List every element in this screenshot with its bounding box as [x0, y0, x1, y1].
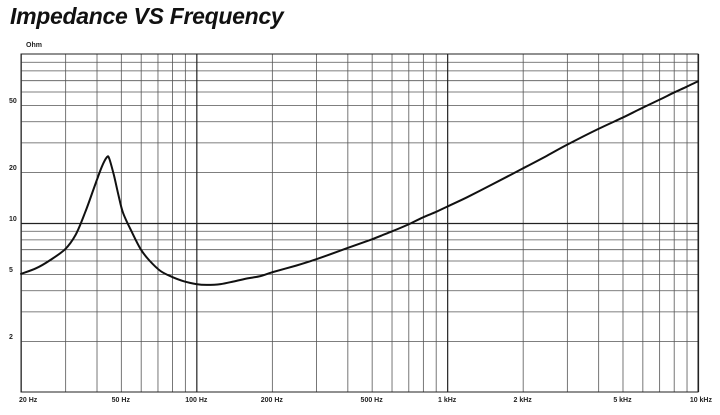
x-tick-labels: 20 Hz 50 Hz 100 Hz 200 Hz 500 Hz 1 kHz 2 kHz 5 … — [19, 397, 712, 404]
y-tick-label: 10 — [9, 216, 17, 223]
chart-title: Impedance VS Frequency — [10, 3, 284, 29]
x-tick-label: 20 Hz — [19, 397, 38, 404]
x-tick-label: 10 kHz — [690, 397, 713, 404]
y-tick-label: 20 — [9, 165, 17, 172]
y-axis-unit-label: Ohm — [26, 42, 42, 49]
y-tick-label: 50 — [9, 98, 17, 105]
x-tick-label: 1 kHz — [438, 397, 457, 404]
x-tick-label: 2 kHz — [514, 397, 533, 404]
plot-frame — [20, 53, 699, 393]
impedance-curve — [20, 80, 699, 286]
y-tick-label: 2 — [9, 334, 13, 341]
x-tick-label: 500 Hz — [361, 397, 384, 404]
x-tick-label: 200 Hz — [261, 397, 284, 404]
x-tick-label: 5 kHz — [613, 397, 632, 404]
x-tick-label: 100 Hz — [185, 397, 208, 404]
y-tick-labels: 2 5 10 20 50 — [9, 98, 17, 341]
y-tick-label: 5 — [9, 267, 13, 274]
x-tick-label: 50 Hz — [112, 397, 131, 404]
